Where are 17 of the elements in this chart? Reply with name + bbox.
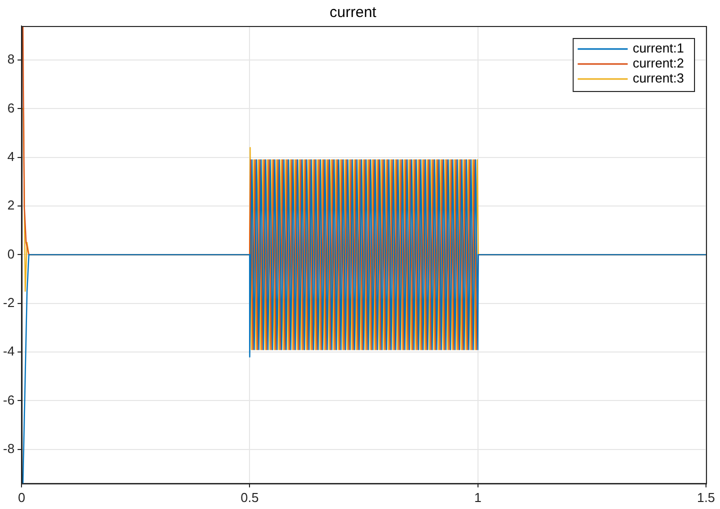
y-tick-label: 2 [7, 198, 15, 213]
y-tick-label: 6 [7, 100, 15, 116]
legend-label: current:2 [632, 56, 684, 71]
legend-label: current:3 [632, 70, 684, 86]
y-tick-label: -4 [2, 344, 15, 359]
y-tick-label: -6 [2, 392, 15, 408]
x-tick-label: 0 [18, 490, 26, 505]
chart-title: current [330, 4, 378, 22]
y-tick-label: 8 [7, 52, 15, 67]
y-tick-label: 0 [7, 246, 15, 262]
y-tick-label: 4 [7, 148, 15, 164]
x-tick-label: 1.5 [696, 490, 716, 505]
y-tick-label: -8 [2, 440, 15, 456]
x-tick-label: 1 [474, 490, 482, 505]
legend-label: current:1 [632, 40, 684, 56]
y-tick-label: -2 [2, 294, 15, 310]
x-tick-label: 0.5 [240, 490, 259, 505]
